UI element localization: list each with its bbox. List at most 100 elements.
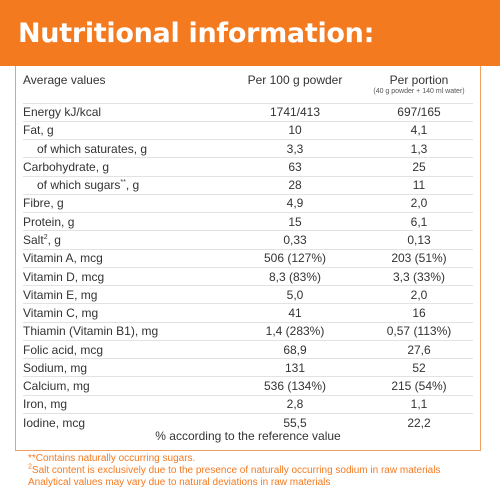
value-per-portion: 4,1 [410,123,428,138]
value-per-portion: 52 [412,360,426,375]
nutrient-label: Folic acid, mcg [23,342,104,357]
nutrient-name: Energy kJ/kcal [23,103,225,121]
table-row: Fibre, g 4,9 2,0 [23,194,473,212]
value-per-portion: 22,2 [407,415,431,430]
value-per-100g: 506 (127%) [263,251,327,266]
nutrient-name: Iron, mg [23,395,225,413]
nutrient-name: Calcium, mg [23,377,225,395]
nutrient-label: Thiamin (Vitamin B1), mg [23,324,159,339]
value-per-100g: 0,33 [283,232,307,247]
table-row: Folic acid, mcg 68,9 27,6 [23,340,473,358]
nutrient-unit: , g [125,178,140,193]
table-row: Carbohydrate, g 63 25 [23,157,473,176]
table-row: Vitamin C, mg 41 16 [23,303,473,322]
value-per-portion: 203 (51%) [391,251,447,266]
header-per-100g: Per 100 g powder [247,73,343,87]
value-per-100g: 1741/413 [269,105,321,120]
nutrient-name: Thiamin (Vitamin B1), mg [23,322,225,340]
footnote-salt-text: Salt content is exclusively due to the p… [31,465,441,476]
nutrient-name: Salt2, g [23,231,225,249]
nutrient-label: Salt [23,232,44,247]
nutrient-label: of which sugars [37,178,121,193]
nutrient-name: Iodine, mcg [23,414,225,432]
title-banner: Nutritional information: [0,0,500,66]
nutrient-name: of which saturates, g [23,140,225,158]
footnote-salt-marker: 2 [28,463,32,471]
value-per-100g: 131 [284,360,306,375]
nutrient-footnote-marker: ** [120,179,126,187]
value-per-portion: 0,13 [407,232,431,247]
nutrient-name: Vitamin C, mg [23,304,225,322]
nutrient-name: Vitamin A, mcg [23,249,225,267]
value-per-100g: 28 [288,178,302,193]
table-row: Thiamin (Vitamin B1), mg 1,4 (283%) 0,57 (… [23,322,473,340]
table-row: Iodine, mcg 55,5 22,2 [23,413,473,432]
nutrient-label: Iodine, mcg [23,415,86,430]
table-row: Fat, g 10 4,1 [23,121,473,139]
footnote-sugars: **Contains naturally occurring sugars. [28,453,196,464]
nutrient-label: Carbohydrate, g [23,159,110,174]
header-per-portion-note: (40 g powder + 140 ml water) [373,88,465,95]
nutrient-name: Protein, g [23,213,225,231]
value-per-100g: 10 [288,123,302,138]
table-frame [15,66,481,451]
nutrient-name: Fibre, g [23,194,225,212]
reference-value-note: % according to the reference value [155,429,341,443]
nutrient-label: Vitamin A, mcg [23,251,103,266]
header-per-portion: Per portion (40 g powder + 140 ml water) [365,73,473,103]
nutrient-label: Energy kJ/kcal [23,105,102,120]
value-per-portion: 2,0 [410,287,428,302]
nutrient-name: Folic acid, mcg [23,340,225,358]
table-row: Calcium, mg 536 (134%) 215 (54%) [23,376,473,395]
nutrient-label: Vitamin D, mcg [23,269,105,284]
value-per-100g: 63 [288,159,302,174]
page-title: Nutritional information: [18,18,375,49]
value-per-portion: 3,3 (33%) [392,269,446,284]
table-row: of which saturates, g 3,3 1,3 [23,139,473,158]
nutrient-name: Fat, g [23,121,225,139]
value-per-portion: 1,1 [410,397,428,412]
value-per-portion: 27,6 [407,342,431,357]
value-per-portion: 0,57 (113%) [386,324,452,339]
nutrient-footnote-marker: 2 [43,233,48,241]
value-per-100g: 1,4 (283%) [265,324,325,339]
value-per-100g: 3,3 [286,141,304,156]
table-header-row: Average values Per 100 g powder Per port… [23,73,473,103]
table-row: of which sugars**, g 28 11 [23,176,473,194]
table-row: Iron, mg 2,8 1,1 [23,395,473,413]
nutrient-label: Protein, g [23,214,75,229]
table-row: Vitamin D, mcg 8,3 (83%) 3,3 (33%) [23,267,473,285]
value-per-100g: 55,5 [283,415,307,430]
footnotes: **Contains naturally occurring sugars. 2… [28,453,488,489]
value-per-100g: 8,3 (83%) [268,269,322,284]
nutrient-name: Sodium, mg [23,359,225,377]
nutrient-name: Vitamin D, mcg [23,267,225,285]
table-row: Protein, g 15 6,1 [23,212,473,231]
nutrient-label: of which saturates, g [37,141,148,156]
nutrient-label: Fibre, g [23,196,64,211]
value-per-portion: 6,1 [410,214,428,229]
nutrient-name: of which sugars**, g [23,176,225,194]
nutrient-label: Iron, mg [23,397,68,412]
value-per-portion: 215 (54%) [391,379,447,394]
value-per-portion: 697/165 [397,105,441,120]
table-row: Energy kJ/kcal 1741/413 697/165 [23,103,473,121]
value-per-portion: 11 [412,178,426,193]
table-row: Salt2, g 0,33 0,13 [23,230,473,249]
nutrient-label: Vitamin E, mg [23,287,98,302]
table-row: Sodium, mg 131 52 [23,358,473,377]
nutrient-unit: , g [47,232,61,247]
table-row: Vitamin A, mcg 506 (127%) 203 (51%) [23,249,473,267]
header-per-portion-label: Per portion [389,73,449,87]
footnote-salt: 2Salt content is exclusively due to the … [28,463,488,477]
value-per-100g: 5,0 [286,287,304,302]
value-per-portion: 16 [412,306,426,321]
value-per-100g: 4,9 [286,196,304,211]
nutrient-name: Carbohydrate, g [23,158,225,176]
value-per-portion: 25 [412,159,426,174]
nutrient-name: Vitamin E, mg [23,286,225,304]
nutrient-label: Fat, g [23,123,54,138]
value-per-100g: 536 (134%) [263,379,327,394]
value-per-100g: 2,8 [286,397,304,412]
footnote-analytical: Analytical values may vary due to natura… [28,477,331,488]
